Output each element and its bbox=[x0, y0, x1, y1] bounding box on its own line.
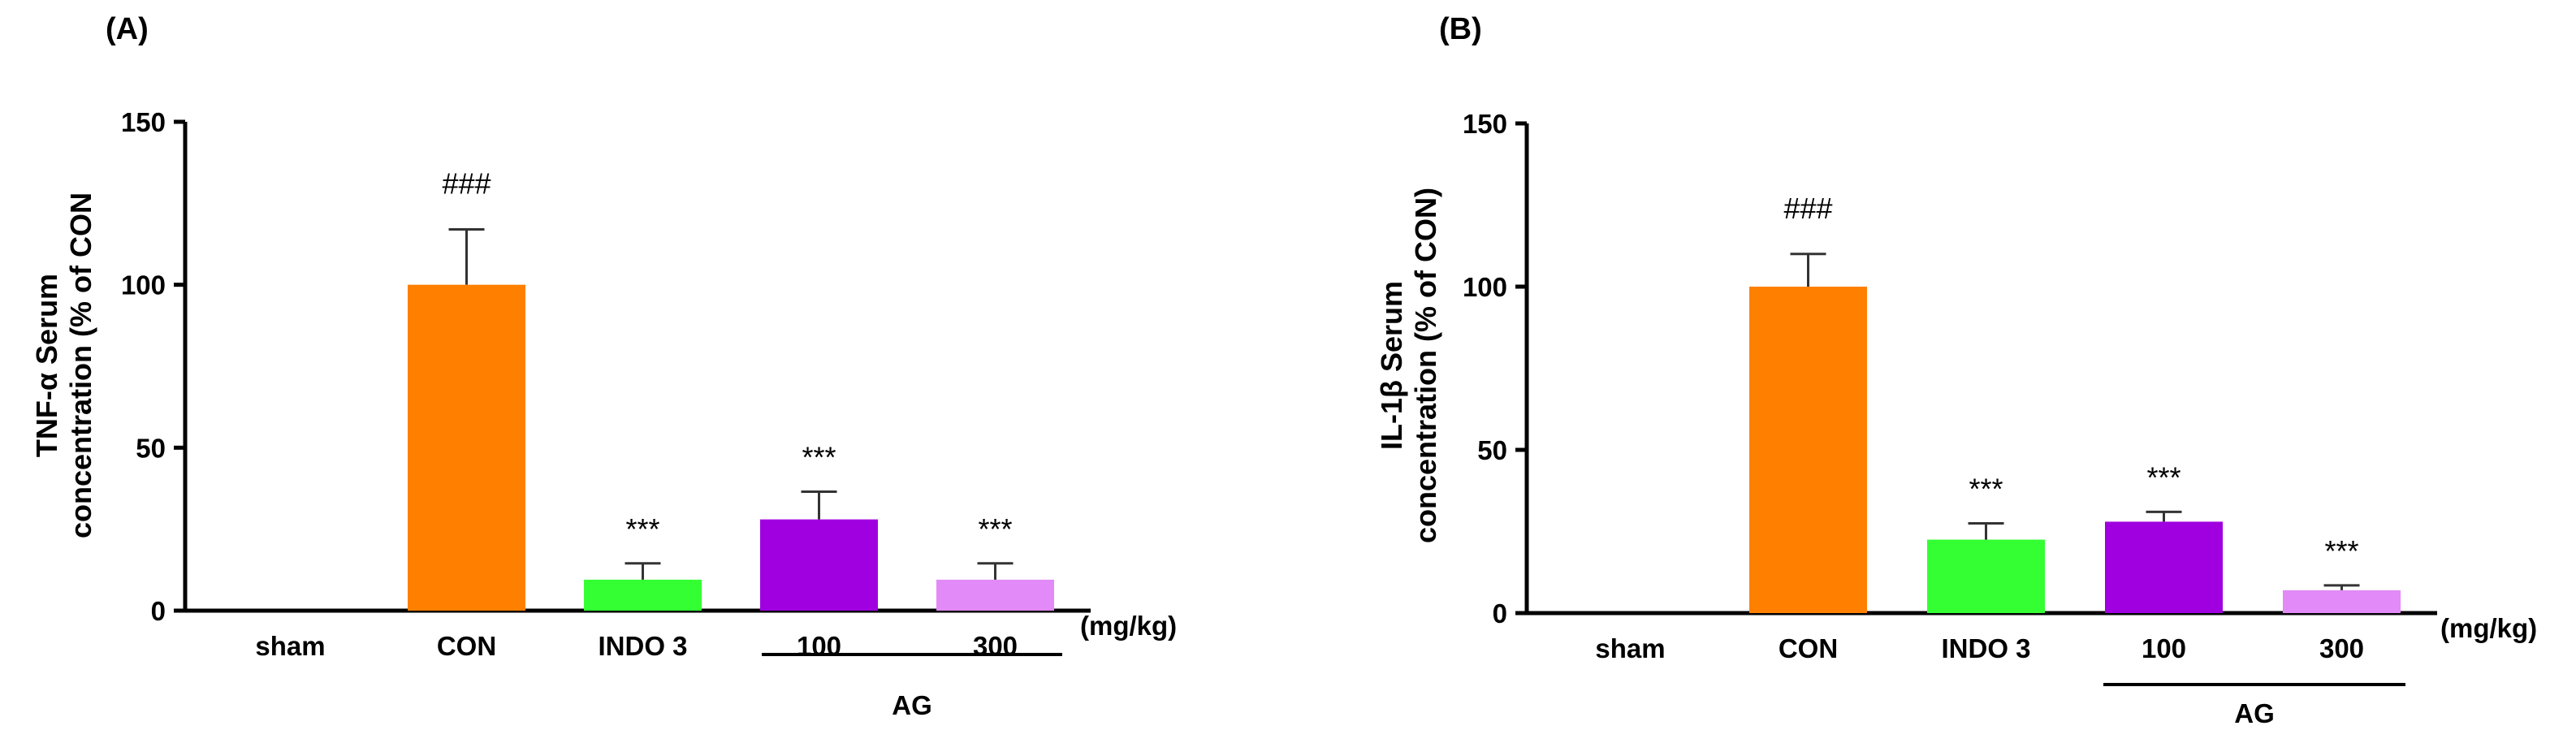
x-tick-label: INDO 3 bbox=[1941, 633, 2030, 663]
significance-label: ### bbox=[1783, 192, 1832, 225]
significance-label: *** bbox=[2324, 534, 2358, 568]
y-axis-label: TNF-α Serum bbox=[30, 274, 63, 457]
unit-label: (mg/kg) bbox=[2440, 613, 2537, 643]
bar bbox=[2105, 521, 2223, 613]
bar bbox=[2283, 590, 2401, 613]
chart-panel-b: (B) IL-1β Serum concentration (% of CON) 0 5… bbox=[1375, 12, 2537, 728]
bar bbox=[408, 284, 525, 611]
y-tick-label: 0 bbox=[1493, 598, 1507, 629]
y-tick-label: 100 bbox=[1463, 272, 1507, 302]
chart-panel-a: (A) TNF-α Serum concentration (% of CON 0 50… bbox=[30, 12, 1177, 720]
bar bbox=[760, 519, 878, 611]
group-label: AG bbox=[892, 690, 932, 720]
bar bbox=[936, 579, 1054, 611]
bar bbox=[1749, 287, 1867, 613]
y-tick-label: 50 bbox=[1477, 435, 1507, 465]
significance-label: *** bbox=[2146, 460, 2181, 494]
x-tick-label: 100 bbox=[797, 631, 841, 661]
y-tick-label: 150 bbox=[121, 107, 166, 137]
unit-label: (mg/kg) bbox=[1080, 611, 1177, 641]
panel-label: (B) bbox=[1439, 12, 1482, 46]
y-tick-label: 100 bbox=[121, 270, 166, 300]
x-tick-label: 300 bbox=[2319, 633, 2364, 663]
bar bbox=[584, 579, 702, 611]
significance-label: *** bbox=[978, 512, 1012, 546]
x-tick-label: sham bbox=[255, 631, 325, 661]
x-tick-label: CON bbox=[437, 631, 496, 661]
significance-label: ### bbox=[442, 166, 491, 200]
y-axis-label: IL-1β Serum bbox=[1375, 281, 1408, 450]
bar bbox=[1927, 539, 2045, 613]
significance-label: *** bbox=[802, 441, 836, 474]
significance-label: *** bbox=[1969, 472, 2003, 505]
y-axis-label: concentration (% of CON) bbox=[1409, 188, 1442, 543]
panel-label: (A) bbox=[106, 12, 149, 46]
x-tick-label: INDO 3 bbox=[598, 631, 687, 661]
x-tick-label: 100 bbox=[2142, 633, 2186, 663]
y-axis-label: concentration (% of CON bbox=[64, 192, 97, 538]
y-tick-label: 0 bbox=[151, 596, 166, 626]
group-label: AG bbox=[2234, 698, 2275, 728]
x-tick-label: sham bbox=[1595, 633, 1665, 663]
y-tick-label: 50 bbox=[136, 433, 166, 463]
y-tick-label: 150 bbox=[1463, 109, 1507, 139]
significance-label: *** bbox=[625, 512, 659, 546]
x-tick-label: 300 bbox=[973, 631, 1018, 661]
x-tick-label: CON bbox=[1779, 633, 1838, 663]
